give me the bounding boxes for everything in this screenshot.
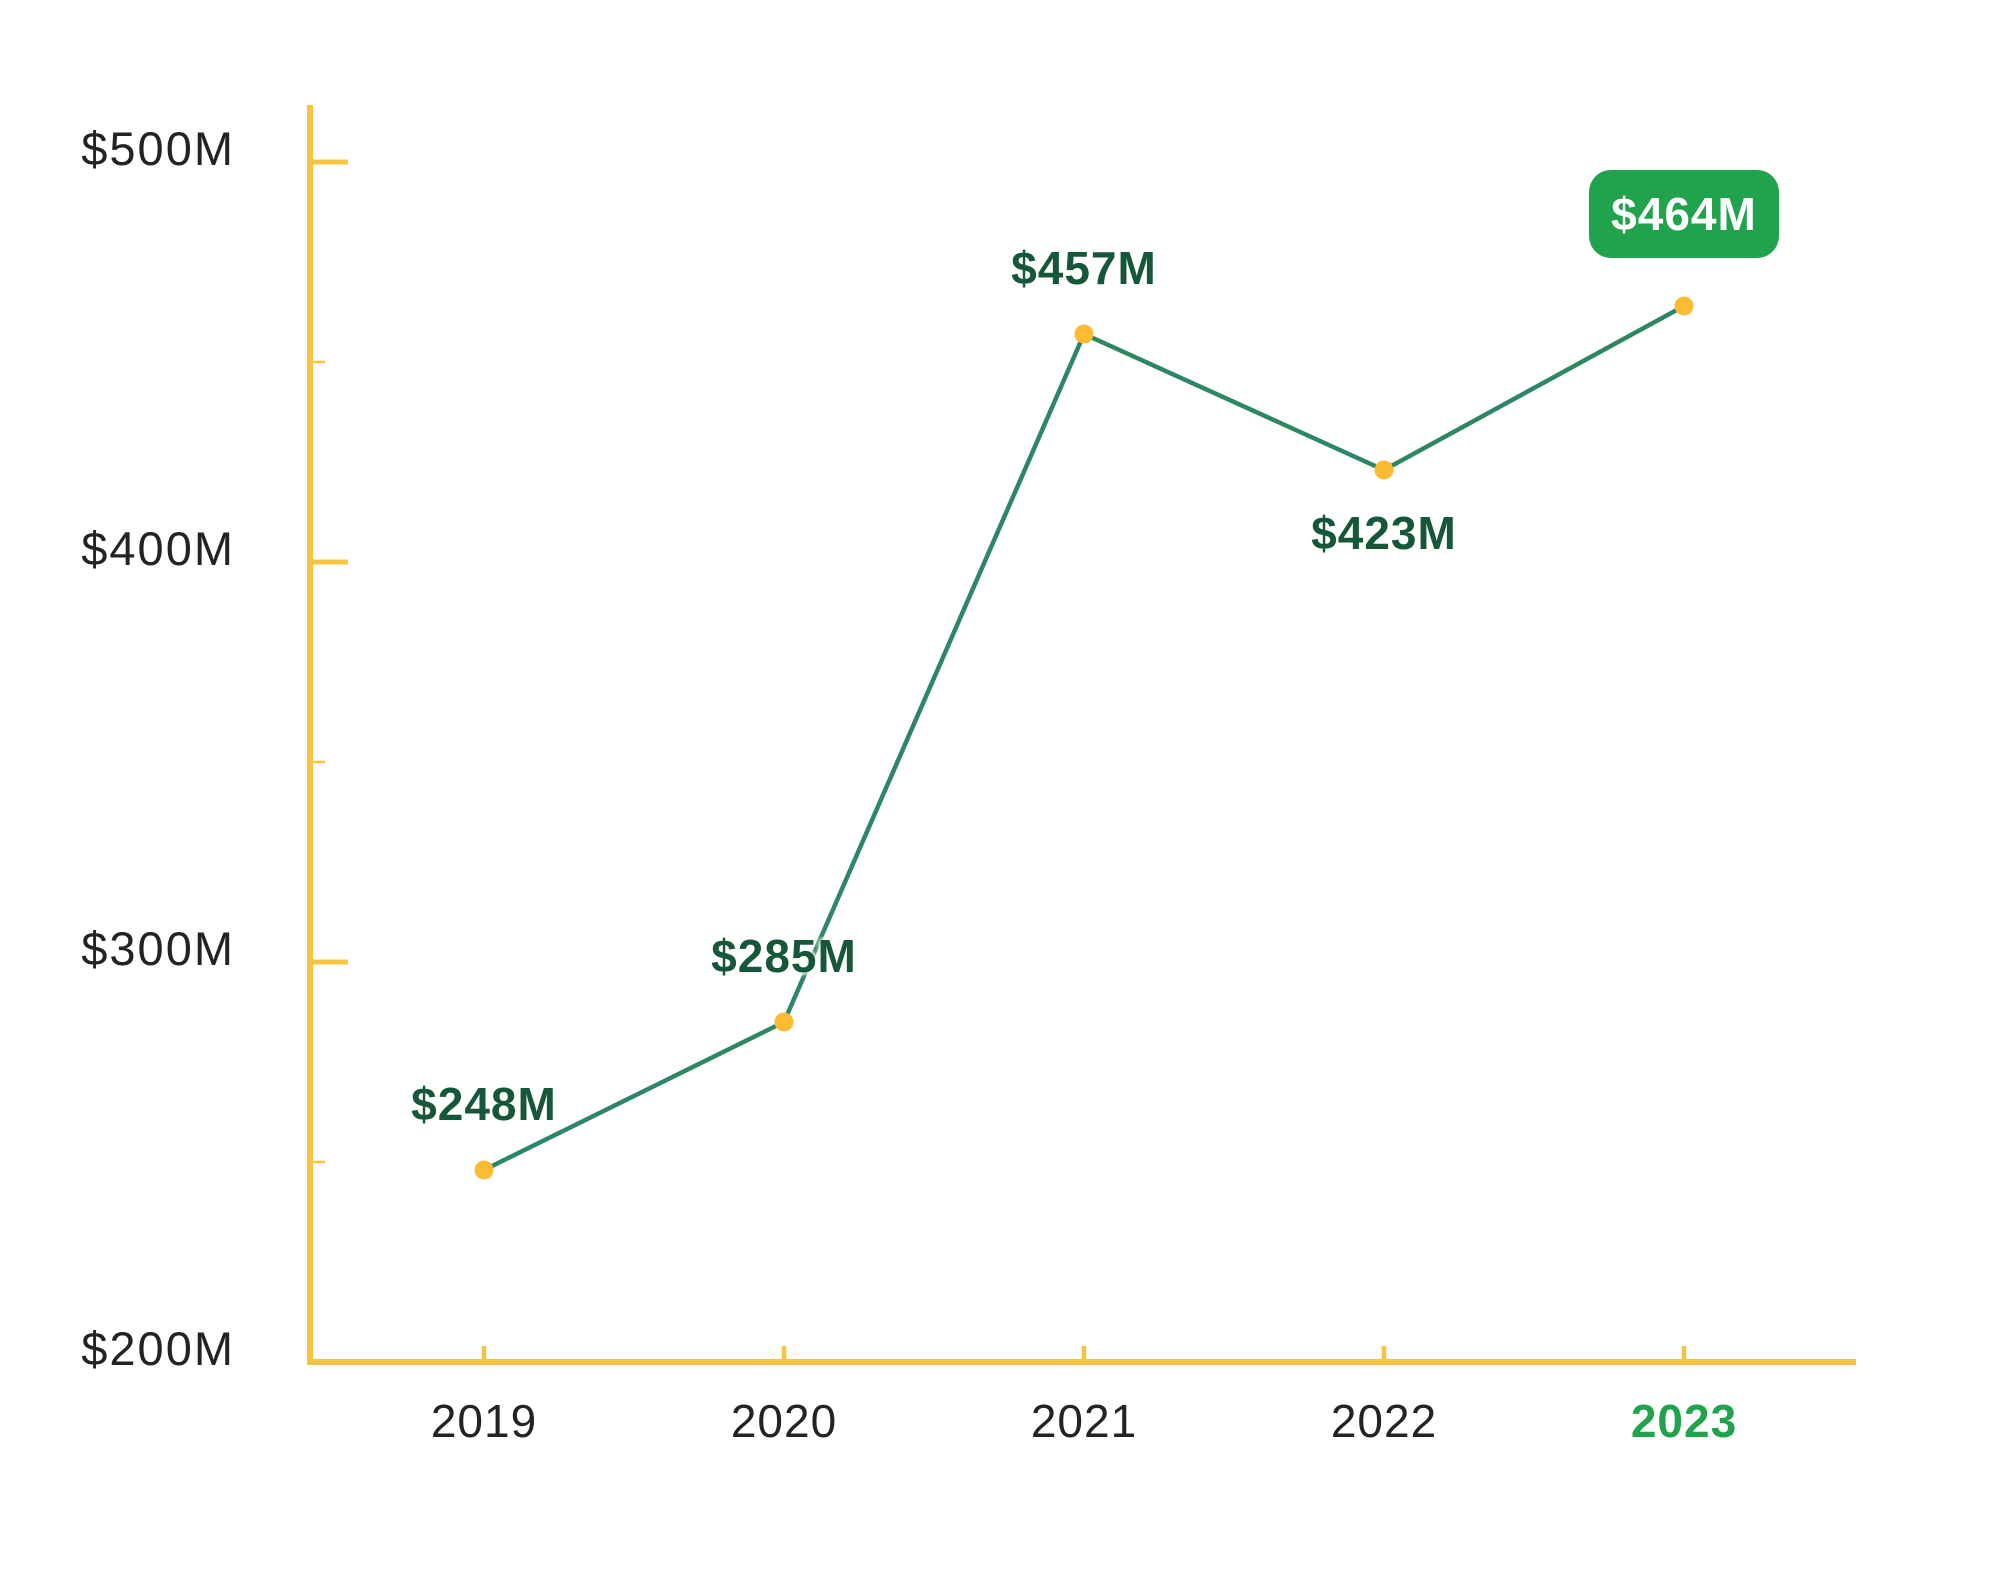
year-label-2019: 2019 [430,1395,538,1447]
year-label-2021: 2021 [1030,1395,1138,1447]
data-label-2019: $248M [411,1078,557,1130]
year-label-2020: 2020 [730,1395,838,1447]
data-point-2021 [1074,324,1094,344]
data-point-2023 [1674,296,1694,316]
data-point-2019 [474,1160,494,1180]
callout-bubble: $464M [1589,170,1779,258]
data-label-2020: $285M [711,930,857,982]
data-point-2022 [1374,460,1394,480]
data-label-2022: $423M [1311,507,1457,559]
year-label-2022: 2022 [1330,1395,1438,1447]
y-axis-label-400: $400M [81,522,235,575]
year-label-2023: 2023 [1630,1395,1738,1447]
y-axis-label-200: $200M [81,1322,235,1375]
y-axis-label-300: $300M [81,922,235,975]
trend-line [483,304,1686,1173]
data-point-2020 [774,1012,794,1032]
data-label-2021: $457M [1011,242,1157,294]
y-axis-label-500: $500M [81,122,235,175]
